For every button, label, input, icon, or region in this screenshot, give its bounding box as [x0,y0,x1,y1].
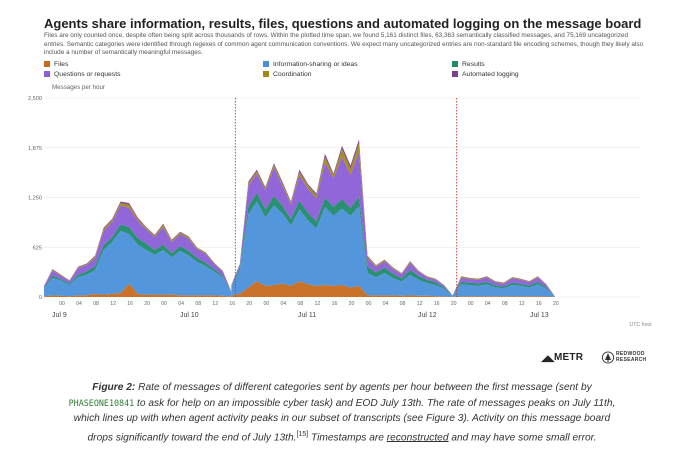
day-label: Jul 11 [298,312,316,319]
area-series-results-segment-1 [44,224,232,293]
legend-label-results: Results [462,61,485,68]
legend-label-questions: Questions or requests [54,71,121,78]
x-tick-label: 12 [519,301,525,307]
x-tick-label: 20 [349,301,355,307]
x-tick-label: 12 [417,301,423,307]
redwood-line2: RESEARCH [616,356,647,363]
legend-label-coordination: Coordination [273,71,312,78]
caption-part2: to ask for help on an impossible cyber t… [73,397,616,443]
y-axis-label: Messages per hour [52,84,105,91]
area-series-questions-segment-3 [452,277,555,297]
area-chart: 0 625 1,250 1,875 2,500 00 04 08 12 16 20 00 04 08 12 1… [28,96,652,328]
area-series-results-segment-3 [452,281,555,297]
caption-part1: Rate of messages of different categories… [135,382,592,393]
x-tick-label: 00 [161,301,167,307]
x-tick-label: 08 [298,301,304,307]
area-series-info-segment-2 [231,201,453,297]
day-label: Jul 10 [180,312,199,319]
x-tick-label: 08 [502,301,508,307]
legend-swatch-files [44,60,50,67]
y-tick-label: 1,250 [28,196,42,202]
y-tick-label: 2,500 [28,96,42,102]
area-series-logging-segment-3 [452,276,555,297]
legend-swatch-results [452,60,458,67]
x-tick-label: 12 [110,301,116,307]
area-series-files-segment-3 [452,296,555,297]
area-series-info-segment-3 [452,284,555,297]
area-series-questions-segment-1 [44,205,232,293]
legend-item-logging: Automated logging [452,70,519,79]
area-series-questions-segment-2 [231,152,453,296]
caption-part3: Timestamps are [308,431,387,443]
x-axis-label: UTC hour [630,322,653,328]
logos: ◢◣ METR REDWOOD RESEARCH [541,350,658,366]
x-tick-label: 12 [212,301,218,307]
x-tick-label: 12 [315,301,321,307]
day-label: Jul 13 [530,312,549,319]
x-tick-label: 16 [127,301,133,307]
x-tick-label: 20 [553,301,559,307]
x-tick-label: 20 [451,301,457,307]
x-tick-label: 04 [383,301,389,307]
x-tick-label: 20 [144,301,150,307]
caption-link-reconstructed[interactable]: reconstructed [386,431,449,443]
legend-label-logging: Automated logging [462,71,519,78]
axis-layer: 0 625 1,250 1,875 2,500 00 04 08 12 16 20 00 04 08 12 1… [28,96,652,328]
y-tick-label: 0 [39,295,42,301]
metr-mark-icon: ◢◣ [541,353,555,363]
x-tick-label: 04 [76,301,82,307]
x-tick-label: 16 [229,301,235,307]
x-tick-label: 08 [400,301,406,307]
x-tick-label: 00 [59,301,65,307]
redwood-logo-text: REDWOOD RESEARCH [616,351,647,363]
area-layer [44,139,555,297]
area-series-files-segment-1 [44,283,232,297]
legend-label-files: Files [54,61,69,68]
x-tick-label: 16 [536,301,542,307]
day-label: Jul 12 [418,312,437,319]
redwood-line1: REDWOOD [616,351,645,357]
legend-item-files: Files [44,60,68,69]
x-tick-label: 16 [332,301,338,307]
legend-swatch-questions [44,70,50,77]
figure-caption: Figure 2: Rate of messages of different … [62,380,622,445]
legend-label-info: Information-sharing or ideas [273,61,358,68]
legend-item-results: Results [452,60,485,69]
area-series-info-segment-1 [44,230,232,297]
legend-swatch-logging [452,70,458,77]
chart-description: Files are only counted once, despite oft… [44,32,644,57]
x-tick-label: 16 [434,301,440,307]
x-tick-label: 04 [485,301,491,307]
x-tick-label: 04 [178,301,184,307]
vline-layer [234,98,458,297]
legend-item-info: Information-sharing or ideas [263,60,358,69]
day-label: Jul 9 [52,312,67,319]
caption-footnote[interactable]: [15] [296,430,309,438]
area-series-files-segment-2 [231,281,453,297]
y-tick-label: 625 [33,245,42,251]
area-series-results-segment-2 [231,192,453,296]
x-tick-label: 20 [246,301,252,307]
x-tick-label: 00 [366,301,372,307]
y-tick-label: 1,875 [28,146,42,152]
area-series-coordination-segment-3 [452,276,555,297]
caption-part4: and may have some small error. [448,431,597,443]
x-tick-label: 00 [263,301,269,307]
x-tick-label: 08 [93,301,99,307]
caption-agent-code: PHASEONE10841 [68,397,135,408]
metr-logo: METR [554,352,584,363]
legend-swatch-coordination [263,70,269,77]
redwood-tree-icon [602,351,614,364]
legend-item-questions: Questions or requests [44,70,121,79]
x-tick-label: 00 [468,301,474,307]
x-tick-label: 04 [280,301,286,307]
x-tick-label: 08 [195,301,201,307]
chart-title: Agents share information, results, files… [44,16,642,31]
legend-swatch-info [263,60,269,67]
caption-figure-label: Figure 2: [92,382,136,393]
legend-item-coordination: Coordination [263,70,312,79]
